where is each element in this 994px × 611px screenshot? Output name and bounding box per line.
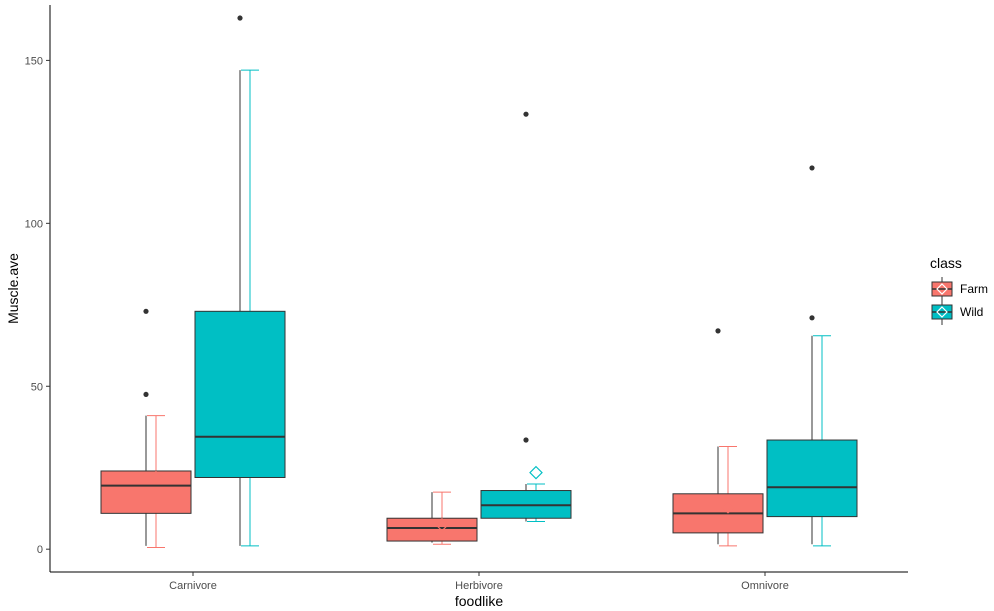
- outlier-point: [715, 328, 721, 334]
- outlier-point: [523, 437, 529, 443]
- outlier-point: [143, 308, 149, 314]
- mean-marker: [721, 499, 735, 514]
- series-farm: [100, 308, 764, 549]
- box: [766, 439, 858, 518]
- y-axis-ticks: 0 50 100 150: [25, 55, 50, 556]
- mean-marker: [149, 470, 163, 485]
- y-tick-label: 100: [25, 218, 43, 230]
- legend-label-wild: Wild: [960, 305, 983, 319]
- x-tick-label: Herbivore: [455, 580, 503, 592]
- outlier-point: [809, 165, 815, 171]
- series-wild: [194, 15, 858, 547]
- outlier-point: [237, 15, 243, 21]
- legend-key-mean: [936, 283, 948, 295]
- legend-items: Farm Wild: [931, 277, 988, 325]
- mean-marker: [815, 460, 829, 475]
- y-tick-label: 50: [31, 381, 43, 393]
- outlier-point: [523, 111, 529, 117]
- mean-marker: [435, 517, 449, 532]
- x-axis-title: foodlike: [455, 593, 503, 609]
- x-axis-ticks: Carnivore Herbivore Omnivore: [169, 572, 789, 592]
- legend-key-wild: [931, 300, 953, 325]
- x-tick-label: Carnivore: [169, 580, 217, 592]
- y-tick-label: 150: [25, 55, 43, 67]
- legend-label-farm: Farm: [960, 282, 988, 296]
- mean-marker: [243, 371, 257, 385]
- box: [386, 517, 478, 542]
- outlier-point: [143, 391, 149, 398]
- box: [194, 310, 286, 478]
- outlier-point: [809, 315, 815, 321]
- legend-key-farm: [931, 277, 953, 302]
- legend-title: class: [930, 255, 962, 271]
- y-tick-label: 0: [37, 544, 43, 556]
- x-tick-label: Omnivore: [741, 580, 789, 592]
- mean-marker: [529, 465, 543, 480]
- legend-key-mean: [936, 306, 948, 318]
- legend: class Farm Wild: [930, 255, 988, 325]
- y-axis-title: Muscle.ave: [5, 253, 21, 324]
- box: [100, 470, 192, 514]
- plot-area: [100, 15, 858, 549]
